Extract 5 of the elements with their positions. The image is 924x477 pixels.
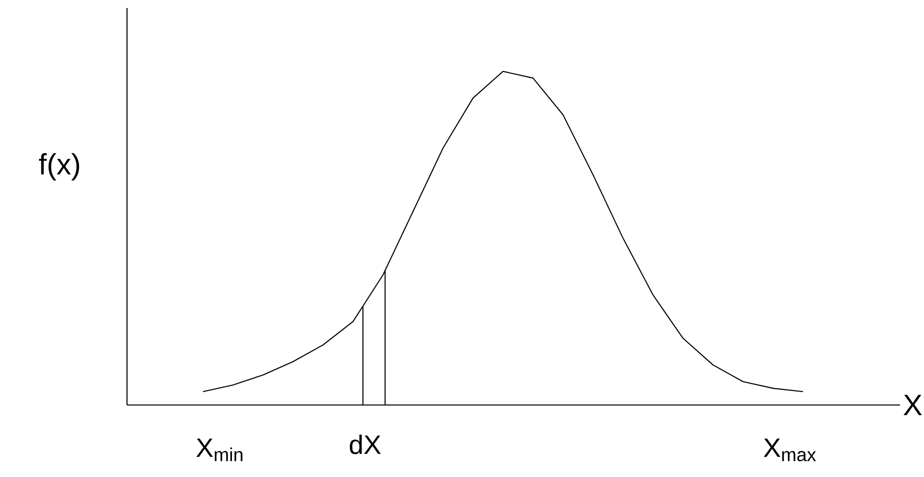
text: dX <box>350 434 381 454</box>
y-axis-title: f(x) <box>38 153 80 180</box>
text: X$_{min}$ <box>196 438 242 462</box>
x-axis-title: X <box>904 394 922 416</box>
text: X$_{max}$ <box>764 438 816 462</box>
